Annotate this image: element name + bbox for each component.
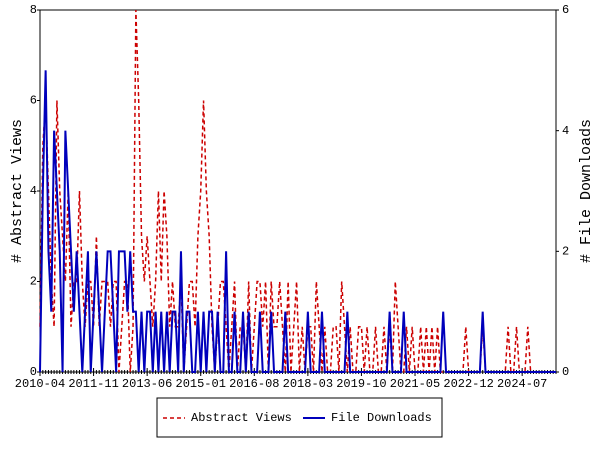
x-tick-label: 2013-06 [122,377,172,391]
y2-tick-label: 4 [562,124,569,138]
y-tick-label: 4 [30,184,37,198]
x-tick-label: 2019-10 [336,377,386,391]
y2-tick-label: 2 [562,245,569,259]
y-axis-label: # Abstract Views [9,119,26,263]
y2-tick-label: 0 [562,365,569,379]
y2-tick-label: 6 [562,3,569,17]
y-tick-label: 6 [30,94,37,108]
y2-axis-label: # File Downloads [578,119,595,263]
legend-label: Abstract Views [191,411,292,425]
x-tick-label: 2015-01 [176,377,226,391]
x-tick-label: 2024-07 [497,377,547,391]
y-tick-label: 2 [30,275,37,289]
x-tick-label: 2010-04 [15,377,65,391]
x-tick-label: 2021-05 [390,377,440,391]
x-tick-label: 2011-11 [68,377,118,391]
y-tick-label: 8 [30,3,37,17]
x-tick-label: 2018-03 [283,377,333,391]
y-tick-label: 0 [30,365,37,379]
legend [156,397,443,438]
x-tick-label: 2016-08 [229,377,279,391]
legend-label: File Downloads [331,411,432,425]
series-line [39,70,556,373]
x-tick-label: 2022-12 [443,377,493,391]
